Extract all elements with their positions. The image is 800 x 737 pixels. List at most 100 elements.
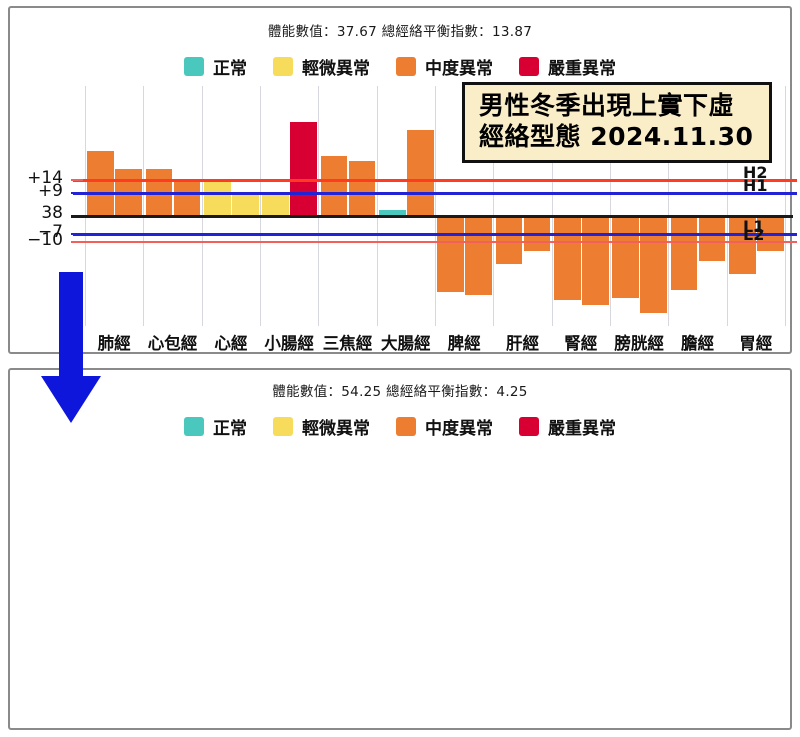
bar[interactable] [437,215,465,293]
legend-label-severe: 嚴重異常 [548,59,616,79]
gridline-vertical [202,86,203,326]
legend-swatch-mild [273,417,293,436]
bar-slot[interactable] [727,86,785,326]
legend-item-mild: 輕微異常 [273,54,370,79]
reference-label-l2: L2 [743,224,765,244]
bar-slot[interactable] [435,86,493,326]
legend-label-mild: 輕微異常 [302,59,370,79]
x-axis-label-2: 心經 [214,334,248,353]
x-axis-label-6: 脾經 [447,334,481,353]
reference-line-l2 [73,240,797,243]
bar[interactable] [495,215,523,265]
y-tick [71,178,83,181]
x-axis-label-5: 大腸經 [381,334,431,353]
bar-slot[interactable] [668,86,726,326]
legend-label-mild: 輕微異常 [302,419,370,439]
legend-item-normal: 正常 [184,414,247,439]
gridline-vertical [552,86,553,326]
bar-slot[interactable] [552,86,610,326]
gridline-vertical [610,86,611,326]
bar[interactable] [87,150,115,215]
bar[interactable] [612,215,640,298]
gridline-vertical [727,86,728,326]
bar[interactable] [640,215,668,314]
legend-swatch-moderate [396,417,416,436]
chart-panel-bottom: 體能數值：54.25 總經絡平衡指數：4.25 正常 輕微異常 中度異常 嚴重異… [8,368,792,730]
bar[interactable] [581,215,609,306]
bar-slot[interactable] [202,86,260,326]
legend-swatch-mild [273,57,293,76]
x-axis-label-0: 肺經 [97,334,131,353]
legend-swatch-moderate [396,57,416,76]
reference-label-l1: L1 [743,217,765,237]
gridline-vertical [143,86,144,326]
legend-item-normal: 正常 [184,54,247,79]
reference-label-h1: H1 [743,175,768,195]
gridline-vertical [493,86,494,326]
chart-panel-top: 體能數值：37.67 總經絡平衡指數：13.87 正常 輕微異常 中度異常 嚴重… [8,6,797,354]
bar[interactable] [320,155,348,215]
plot-area-top: +14 H2 +9 H1 −7 L1 −10 L2 38 [27,86,797,326]
y-axis-label-h1: +9 [37,180,63,201]
reference-line-h2 [73,178,797,182]
bar-slot[interactable] [377,86,435,326]
chart-title-top: 體能數值：37.67 總經絡平衡指數：13.87 [267,24,533,40]
bar[interactable] [553,215,581,301]
gridline-vertical [668,86,669,326]
bar[interactable] [728,215,756,275]
x-axis-label-9: 膀胱經 [614,334,664,353]
bar[interactable] [262,191,290,215]
legend-item-severe: 嚴重異常 [519,414,616,439]
annotation-callout-top: 男性冬季出現上實下虛 經絡型態 2024.11.30 [462,82,772,163]
baseline-axis [71,215,793,218]
legend-item-moderate: 中度異常 [396,414,493,439]
x-axis-label-1: 心包經 [147,334,198,353]
legend-bottom: 正常 輕微異常 中度異常 嚴重異常 [10,414,790,439]
chart-title-bottom: 體能數值：54.25 總經絡平衡指數：4.25 [272,384,528,400]
legend-item-severe: 嚴重異常 [519,54,616,79]
gridline-vertical [435,86,436,326]
bar-slot[interactable] [610,86,668,326]
gridline-vertical [785,86,786,326]
callout-line: 經絡型態 2024.11.30 [479,121,754,151]
reference-line-l1 [73,233,797,237]
y-axis-label-l1: −7 [37,222,63,243]
bar[interactable] [406,129,434,215]
x-axis-label-10: 膽經 [680,334,714,353]
reference-line-h1 [73,191,797,195]
bar-slot[interactable] [318,86,376,326]
bar-group [85,86,785,326]
y-tick [71,191,83,194]
bar[interactable] [203,181,231,215]
legend-swatch-severe [519,57,539,76]
y-axis-label-baseline: 38 [41,203,63,223]
legend-label-moderate: 中度異常 [425,59,493,79]
bar[interactable] [465,215,493,295]
x-axis-label-7: 肝經 [505,334,539,353]
y-axis-label-l2: −10 [27,229,63,250]
gridline-vertical [377,86,378,326]
bar-slot[interactable] [260,86,318,326]
bar[interactable] [290,122,318,215]
bar[interactable] [348,160,376,215]
legend-item-mild: 輕微異常 [273,414,370,439]
legend-swatch-normal [184,417,204,436]
legend-item-moderate: 中度異常 [396,54,493,79]
legend-label-moderate: 中度異常 [425,419,493,439]
bar[interactable] [173,181,201,215]
y-axis-label-h2: +14 [27,167,63,188]
bar[interactable] [231,191,259,215]
legend-label-normal: 正常 [213,59,247,79]
bar[interactable] [698,215,726,262]
x-axis-labels-top: 肺經 心包經 心經 小腸經 三焦經 大腸經 脾經 肝經 腎經 膀胱經 膽經 胃經 [85,330,785,354]
gridline-vertical [318,86,319,326]
x-axis-label-4: 三焦經 [322,334,373,353]
callout-line: 男性冬季出現上實下虛 [479,91,735,120]
legend-label-normal: 正常 [213,419,247,439]
gridline-vertical [260,86,261,326]
bar[interactable] [378,209,406,215]
bar[interactable] [670,215,698,290]
reference-label-h2: H2 [743,162,768,182]
bar-slot[interactable] [143,86,201,326]
x-axis-label-11: 胃經 [739,334,773,353]
